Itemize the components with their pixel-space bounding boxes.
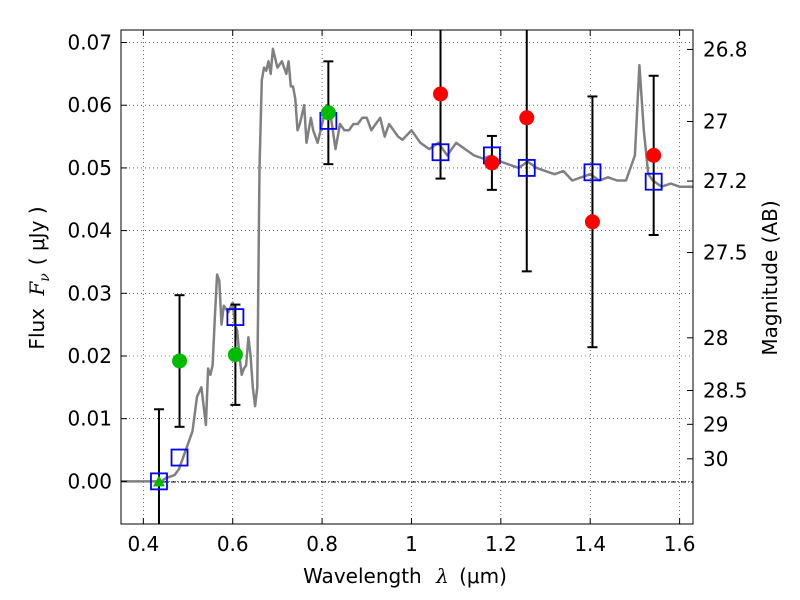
- observed-upper-limit: [152, 475, 165, 487]
- observed-point: [320, 105, 336, 121]
- x-tick-label: 0.4: [127, 532, 159, 556]
- y2-tick-label: 27: [703, 110, 728, 134]
- model-photometry-square: [170, 448, 189, 467]
- model-sed-line: [121, 47, 693, 483]
- y2-axis: 26.8 27 27.2 27.5 28 28.5 29 30: [687, 37, 748, 471]
- observed-point: [172, 353, 188, 369]
- observed-point: [433, 86, 449, 102]
- model-photometry-square: [517, 159, 536, 177]
- y2-tick-label: 29: [703, 412, 728, 436]
- observed-point: [584, 214, 600, 230]
- model-sed: [121, 47, 693, 483]
- y2-tick-label: 27.2: [703, 169, 748, 193]
- y-axis-label-subscript: ν: [37, 273, 53, 282]
- y-axis-label: Flux Fν ( μJy ): [25, 206, 53, 349]
- y2-tick-label: 28.5: [703, 378, 748, 402]
- observed-point: [484, 155, 500, 171]
- model-photometry: [150, 112, 663, 491]
- y-tick-label: 0.05: [67, 156, 112, 180]
- x-axis-label: Wavelength λ (μm): [303, 564, 507, 588]
- model-photometry-square: [583, 163, 602, 182]
- y-tick-label: 0.06: [67, 93, 112, 117]
- x-axis-label-symbol: λ: [435, 564, 449, 588]
- model-photometry-square: [431, 143, 450, 162]
- y-tick-label: 0.03: [67, 281, 112, 305]
- y-tick-label: 0.00: [67, 469, 112, 493]
- observed-point: [519, 110, 535, 126]
- y-axis-label-text: Flux: [25, 308, 49, 350]
- x-tick-label: 1.2: [485, 532, 517, 556]
- observed-point: [646, 147, 662, 163]
- grid: [121, 30, 693, 524]
- model-photometry-square: [150, 472, 168, 491]
- observed-points: [152, 86, 662, 487]
- y-tick-label: 0.04: [67, 219, 112, 243]
- y2-tick-label: 26.8: [703, 37, 748, 61]
- plot-frame: [120, 29, 694, 525]
- error-bars: [153, 30, 659, 524]
- x-tick-label: 1: [405, 532, 418, 556]
- x-axis: 0.4 0.6 0.8 1 1.2 1.4 1.6: [127, 30, 696, 556]
- model-photometry-square: [226, 308, 245, 327]
- y2-axis-label: Magnitude (AB): [758, 200, 782, 355]
- x-axis-label-text: Wavelength: [303, 564, 422, 588]
- x-tick-label: 0.6: [217, 532, 249, 556]
- x-tick-label: 0.8: [306, 532, 338, 556]
- y2-tick-label: 28: [703, 326, 728, 350]
- y-axis-label-symbol: F: [25, 281, 49, 297]
- y2-tick-label: 27.5: [703, 241, 748, 265]
- y-tick-label: 0.02: [67, 344, 112, 368]
- y-axis-label-unit: ( μJy ): [25, 206, 49, 265]
- y-tick-label: 0.07: [67, 31, 112, 55]
- x-tick-label: 1.6: [664, 532, 696, 556]
- y2-tick-label: 30: [703, 447, 728, 471]
- y-tick-label: 0.01: [67, 407, 112, 431]
- y-axis: 0.00 0.01 0.02 0.03 0.04 0.05 0.06 0.07: [67, 31, 127, 493]
- observed-point: [227, 347, 243, 363]
- model-photometry-square: [644, 172, 663, 191]
- x-axis-label-unit: (μm): [459, 564, 507, 588]
- x-tick-label: 1.4: [574, 532, 606, 556]
